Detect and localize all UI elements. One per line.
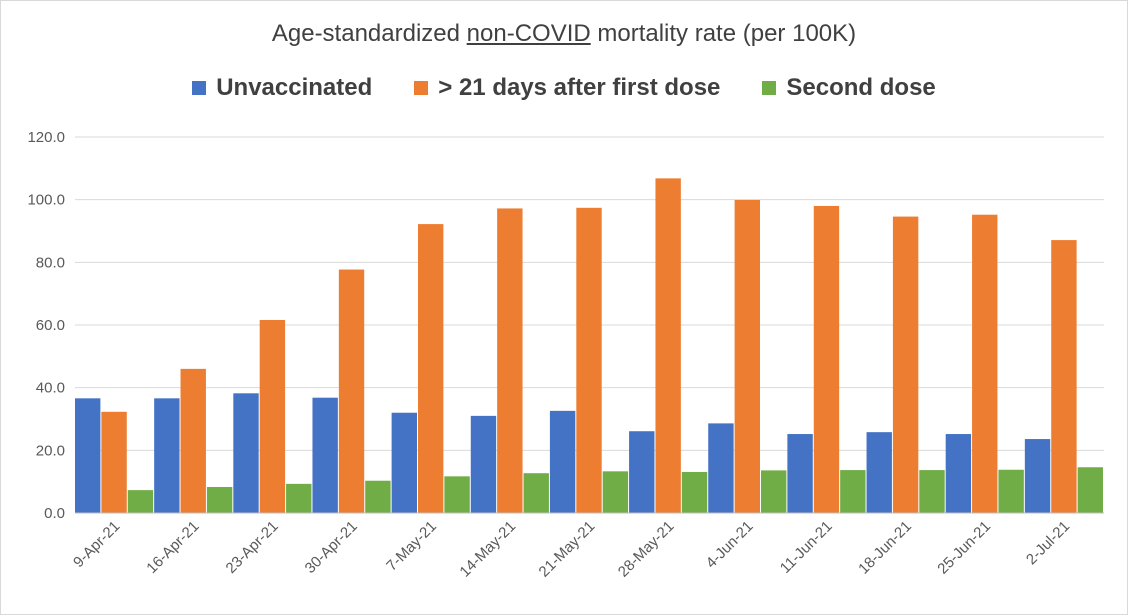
y-tick-label: 60.0 bbox=[36, 317, 65, 334]
bar-1-4 bbox=[418, 224, 444, 513]
y-tick-label: 40.0 bbox=[36, 380, 65, 397]
bar-2-0 bbox=[127, 490, 154, 513]
legend-label-second-dose: Second dose bbox=[786, 74, 936, 101]
bar-2-9 bbox=[840, 470, 866, 513]
bar-0-4 bbox=[391, 412, 417, 513]
chart-title: Age-standardized non-COVID mortality rat… bbox=[0, 20, 1128, 48]
bar-2-6 bbox=[602, 471, 629, 513]
bar-0-11 bbox=[945, 434, 972, 513]
chart-title-suffix: mortality rate (per 100K) bbox=[590, 20, 857, 47]
x-tick-label: 23-Apr-21 bbox=[223, 518, 282, 577]
x-tick-label: 28-May-21 bbox=[615, 518, 678, 581]
bar-1-0 bbox=[101, 411, 127, 513]
bar-0-12 bbox=[1024, 439, 1051, 513]
y-tick-label: 80.0 bbox=[36, 254, 65, 271]
bar-0-3 bbox=[312, 397, 338, 513]
bar-2-8 bbox=[761, 470, 787, 513]
legend-item-first-dose: > 21 days after first dose bbox=[414, 74, 720, 102]
bar-1-12 bbox=[1051, 240, 1077, 513]
chart-title-underlined: non-COVID bbox=[466, 20, 591, 47]
x-tick-label: 4-Jun-21 bbox=[703, 518, 757, 572]
bar-1-2 bbox=[259, 319, 286, 513]
legend-label-unvaccinated: Unvaccinated bbox=[216, 74, 373, 101]
x-tick-label: 30-Apr-21 bbox=[302, 518, 361, 577]
bar-1-3 bbox=[338, 269, 365, 513]
x-tick-label: 25-Jun-21 bbox=[934, 518, 994, 578]
y-tick-label: 120.0 bbox=[27, 129, 65, 146]
bar-1-1 bbox=[180, 368, 206, 513]
bar-0-2 bbox=[233, 393, 259, 513]
bar-2-5 bbox=[523, 473, 549, 513]
x-tick-label: 2-Jul-21 bbox=[1023, 518, 1073, 568]
bar-1-7 bbox=[655, 178, 681, 514]
bar-2-10 bbox=[919, 470, 945, 513]
legend-swatch-first-dose bbox=[414, 81, 429, 95]
y-tick-label: 0.0 bbox=[44, 505, 65, 522]
bar-0-6 bbox=[549, 410, 576, 513]
x-tick-label: 21-May-21 bbox=[536, 518, 599, 581]
y-tick-label: 100.0 bbox=[27, 192, 65, 209]
bar-2-2 bbox=[286, 483, 312, 513]
legend-label-first-dose: > 21 days after first dose bbox=[438, 74, 721, 101]
bar-2-1 bbox=[206, 486, 233, 513]
legend-item-unvaccinated: Unvaccinated bbox=[192, 74, 372, 102]
bar-1-8 bbox=[734, 199, 760, 514]
bar-0-0 bbox=[75, 398, 101, 513]
x-tick-label: 7-May-21 bbox=[383, 518, 440, 575]
bar-0-7 bbox=[629, 431, 655, 513]
bar-2-3 bbox=[365, 480, 391, 513]
legend-swatch-unvaccinated bbox=[192, 81, 207, 95]
bar-1-11 bbox=[972, 214, 998, 513]
x-tick-label: 16-Apr-21 bbox=[143, 518, 202, 577]
bar-1-5 bbox=[497, 208, 523, 513]
bar-0-8 bbox=[708, 423, 734, 513]
bar-0-1 bbox=[154, 398, 180, 513]
bar-1-10 bbox=[892, 216, 919, 513]
bar-2-12 bbox=[1077, 467, 1103, 513]
bar-0-10 bbox=[866, 432, 892, 513]
bar-0-9 bbox=[787, 434, 813, 513]
bar-2-11 bbox=[998, 469, 1024, 513]
bar-0-5 bbox=[470, 415, 497, 513]
bar-2-7 bbox=[681, 471, 708, 513]
x-tick-label: 18-Jun-21 bbox=[855, 518, 915, 578]
legend-swatch-second-dose bbox=[762, 81, 777, 95]
chart-title-prefix: Age-standardized bbox=[271, 20, 467, 47]
bar-1-6 bbox=[576, 207, 602, 513]
x-tick-label: 11-Jun-21 bbox=[777, 518, 836, 577]
y-tick-label: 20.0 bbox=[36, 442, 65, 459]
x-tick-label: 14-May-21 bbox=[456, 518, 519, 581]
bar-1-9 bbox=[813, 205, 840, 513]
bar-2-4 bbox=[444, 476, 470, 513]
x-tick-label: 9-Apr-21 bbox=[70, 518, 123, 571]
legend-item-second-dose: Second dose bbox=[762, 74, 936, 102]
chart-legend: Unvaccinated > 21 days after first dose … bbox=[0, 74, 1128, 102]
